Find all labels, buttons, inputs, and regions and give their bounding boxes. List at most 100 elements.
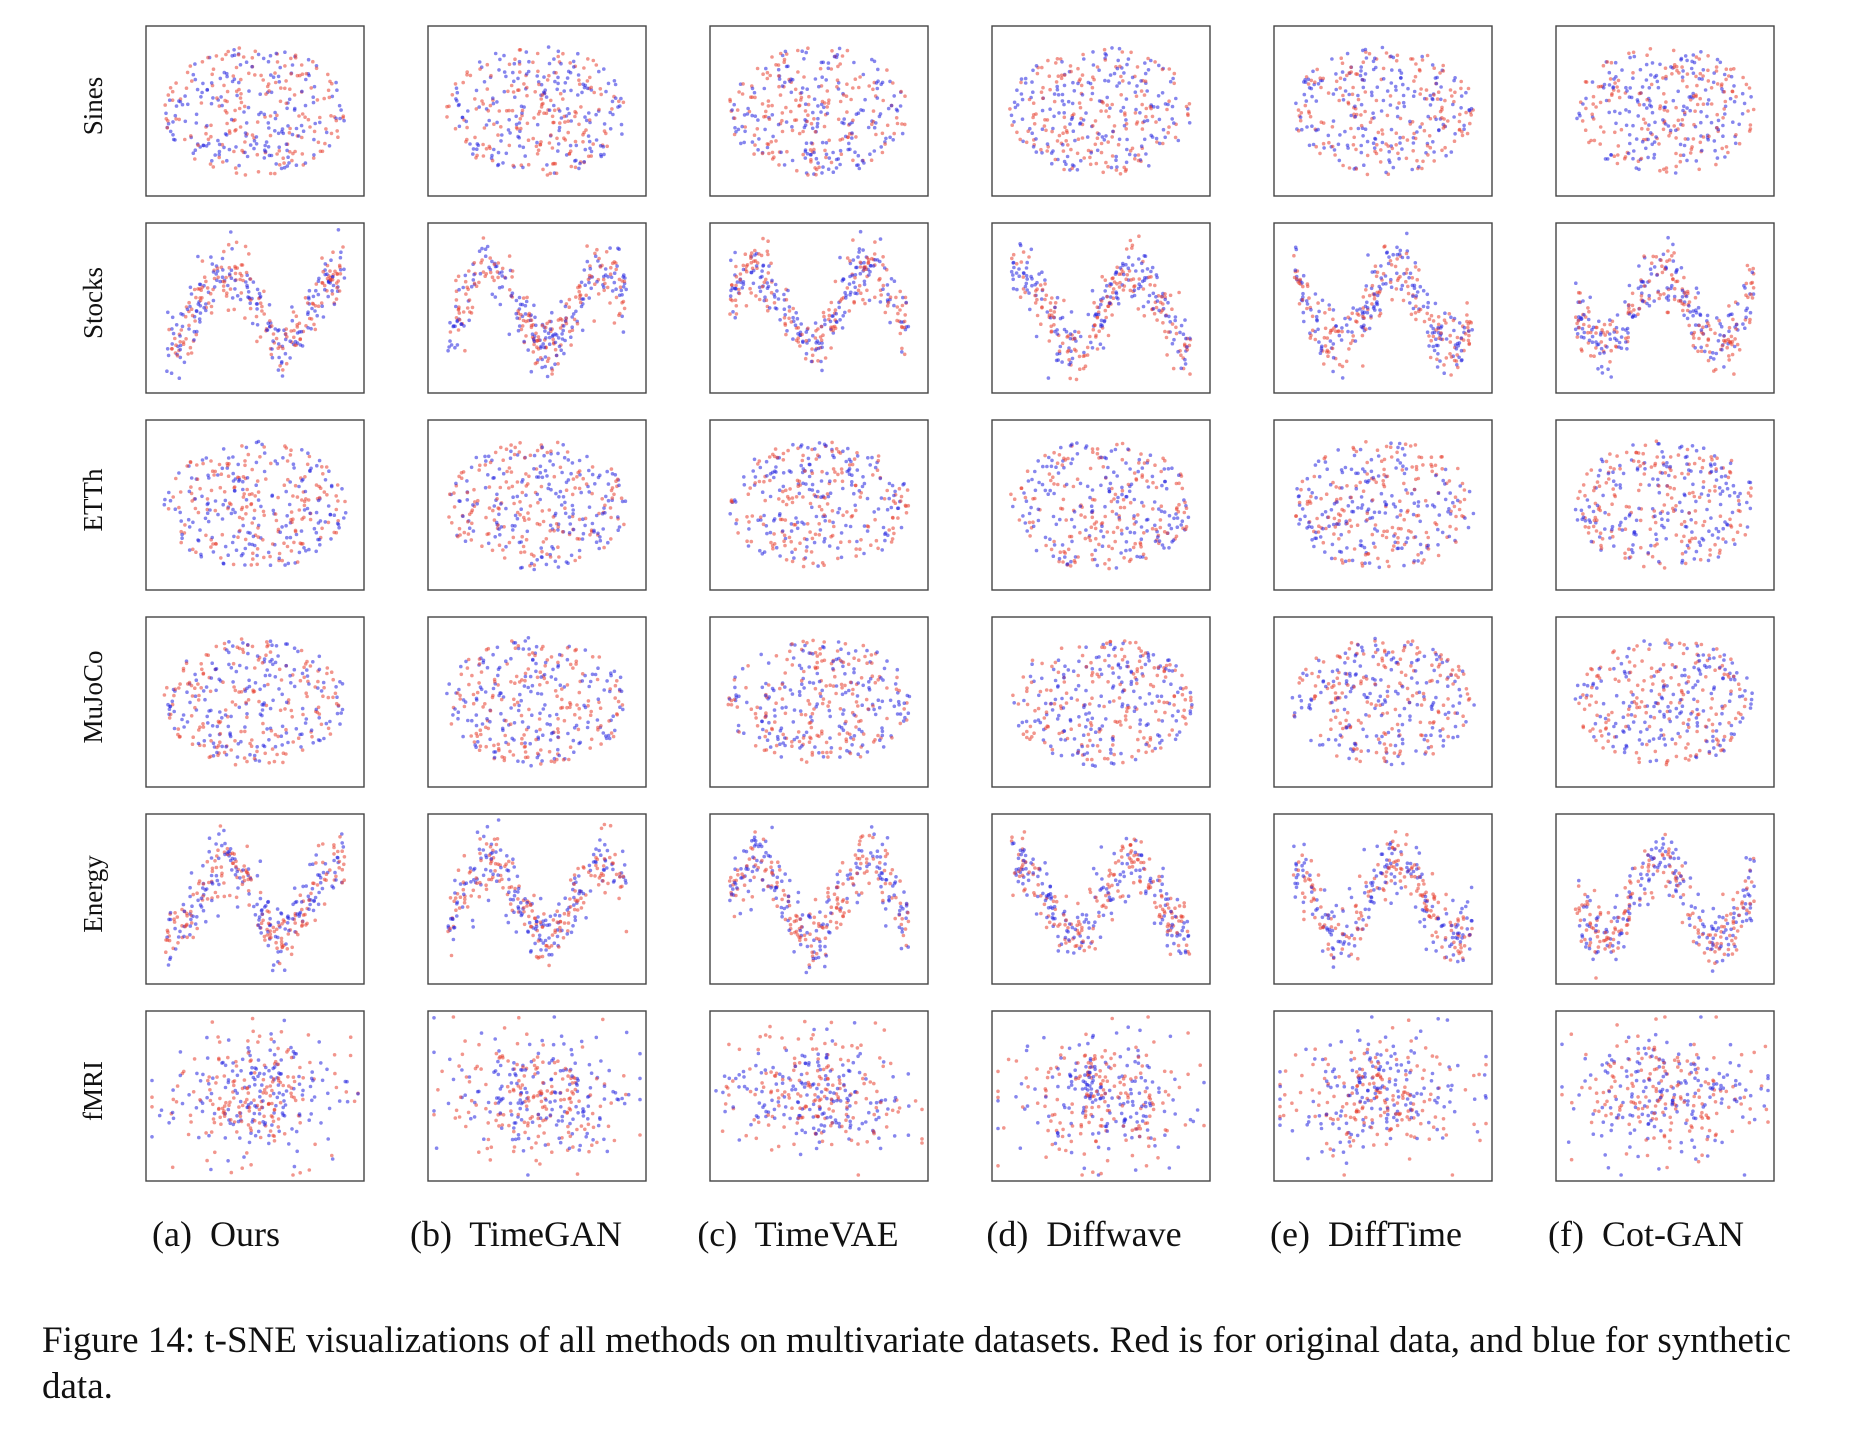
synthetic-point xyxy=(1060,315,1065,320)
original-point xyxy=(1161,141,1165,146)
original-point xyxy=(1429,313,1434,318)
synthetic-point xyxy=(1459,348,1464,353)
original-point xyxy=(286,477,290,482)
synthetic-point xyxy=(1028,307,1032,312)
synthetic-point xyxy=(286,561,291,566)
synthetic-point xyxy=(870,57,874,62)
synthetic-point xyxy=(1437,128,1441,133)
original-point xyxy=(190,313,195,318)
synthetic-point xyxy=(853,273,858,277)
synthetic-point xyxy=(217,142,222,147)
original-point xyxy=(454,289,459,294)
synthetic-point xyxy=(1139,261,1144,266)
original-point xyxy=(1121,288,1126,292)
synthetic-point xyxy=(1379,109,1384,113)
original-point xyxy=(601,277,606,282)
synthetic-point xyxy=(1109,165,1114,170)
synthetic-point xyxy=(866,125,871,130)
synthetic-point xyxy=(1108,295,1113,299)
original-point xyxy=(509,443,513,447)
synthetic-point xyxy=(206,519,211,524)
synthetic-point xyxy=(606,482,611,486)
synthetic-point xyxy=(459,322,464,327)
synthetic-point xyxy=(177,471,181,475)
synthetic-point xyxy=(1343,316,1347,321)
synthetic-point xyxy=(1114,270,1118,275)
original-point xyxy=(1724,67,1729,71)
synthetic-point xyxy=(821,165,825,169)
original-point xyxy=(1061,131,1065,135)
synthetic-point xyxy=(233,489,237,493)
synthetic-point xyxy=(1085,135,1090,139)
original-point xyxy=(1714,162,1718,167)
original-point xyxy=(284,327,289,331)
original-point xyxy=(1664,170,1669,174)
synthetic-point xyxy=(1713,148,1717,153)
original-point xyxy=(487,485,492,489)
original-point xyxy=(1329,328,1333,333)
synthetic-point xyxy=(778,554,782,558)
original-point xyxy=(518,70,522,74)
original-point xyxy=(243,463,247,468)
original-point xyxy=(502,556,507,560)
original-point xyxy=(1309,333,1313,338)
original-point xyxy=(1340,61,1345,65)
synthetic-point xyxy=(1045,310,1050,314)
synthetic-point xyxy=(294,163,299,167)
synthetic-point xyxy=(231,507,235,512)
original-point xyxy=(488,460,493,465)
synthetic-point xyxy=(509,449,513,454)
synthetic-point xyxy=(204,456,209,460)
original-point xyxy=(1123,111,1127,115)
synthetic-point xyxy=(1723,155,1727,159)
synthetic-point xyxy=(280,525,284,529)
original-point xyxy=(1680,301,1684,306)
original-point xyxy=(903,94,907,98)
original-point xyxy=(1694,55,1699,59)
original-point xyxy=(1735,342,1740,347)
synthetic-point xyxy=(318,120,322,125)
original-point xyxy=(605,285,610,290)
original-point xyxy=(1701,102,1706,106)
synthetic-point xyxy=(547,482,551,487)
original-point xyxy=(1184,104,1189,109)
original-point xyxy=(1647,279,1652,283)
original-point xyxy=(555,440,560,445)
synthetic-point xyxy=(728,512,732,516)
original-point xyxy=(1298,118,1303,123)
original-point xyxy=(293,343,297,348)
original-point xyxy=(889,540,894,544)
original-point xyxy=(1307,111,1311,115)
synthetic-point xyxy=(323,272,328,277)
original-point xyxy=(255,562,259,567)
synthetic-point xyxy=(1362,163,1366,167)
original-point xyxy=(610,496,615,500)
synthetic-point xyxy=(546,45,551,49)
synthetic-point xyxy=(775,289,779,293)
original-point xyxy=(221,160,225,164)
original-point xyxy=(1706,358,1711,363)
original-point xyxy=(853,275,857,280)
original-point xyxy=(867,257,871,262)
synthetic-point xyxy=(567,531,572,535)
synthetic-point xyxy=(211,298,216,303)
original-point xyxy=(496,133,500,137)
original-point xyxy=(212,473,216,477)
synthetic-point xyxy=(1470,328,1474,332)
original-point xyxy=(247,252,251,256)
synthetic-point xyxy=(1314,314,1319,319)
original-point xyxy=(1376,130,1381,135)
original-point xyxy=(548,555,553,559)
original-point xyxy=(540,549,544,554)
synthetic-point xyxy=(274,51,279,56)
synthetic-point xyxy=(1318,351,1323,356)
synthetic-point xyxy=(222,70,227,75)
synthetic-point xyxy=(1072,89,1077,93)
synthetic-point xyxy=(524,72,529,76)
synthetic-point xyxy=(1371,111,1375,115)
synthetic-point xyxy=(1150,265,1155,270)
synthetic-point xyxy=(276,74,281,79)
original-point xyxy=(520,113,524,118)
original-point xyxy=(1093,323,1097,328)
synthetic-point xyxy=(1683,54,1688,58)
